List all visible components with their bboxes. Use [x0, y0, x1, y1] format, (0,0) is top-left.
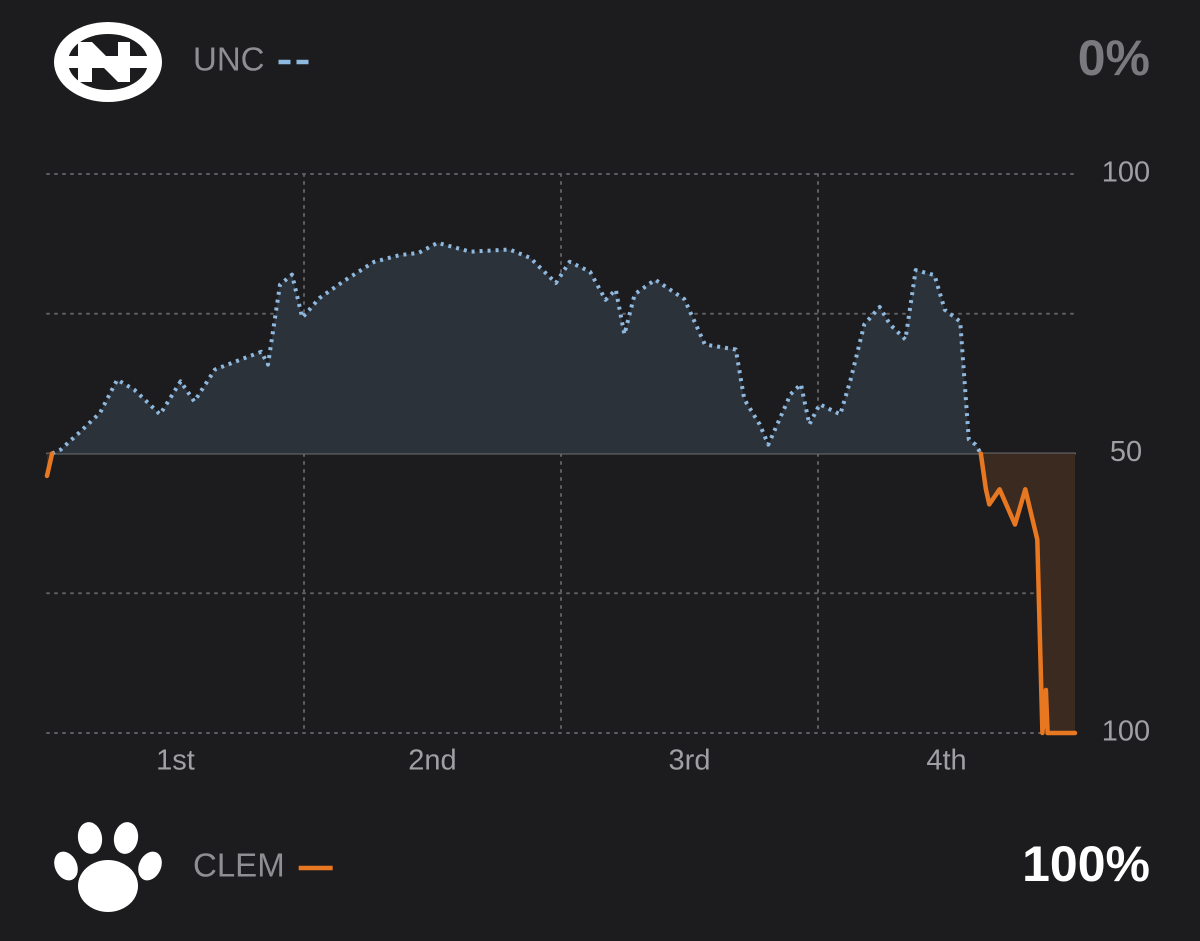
final-probability: 0% — [1078, 30, 1150, 86]
series-line — [44, 451, 1078, 736]
final-probability: 100% — [1022, 836, 1150, 892]
x-tick-label: 1st — [156, 745, 195, 777]
y-tick-label: 100 — [1102, 157, 1150, 189]
x-tick-label: 3rd — [669, 745, 711, 777]
legend-label: CLEM — [193, 847, 285, 884]
clem-logo — [54, 822, 162, 912]
x-tick-label: 4th — [926, 745, 966, 777]
legend-label: UNC — [193, 41, 265, 78]
area-fill — [52, 242, 981, 454]
unc-logo — [54, 22, 162, 102]
x-tick-label: 2nd — [408, 745, 456, 777]
y-tick-label: 50 — [1110, 436, 1142, 468]
series-line — [51, 240, 983, 456]
y2-tick-label: 100 — [1102, 716, 1150, 748]
